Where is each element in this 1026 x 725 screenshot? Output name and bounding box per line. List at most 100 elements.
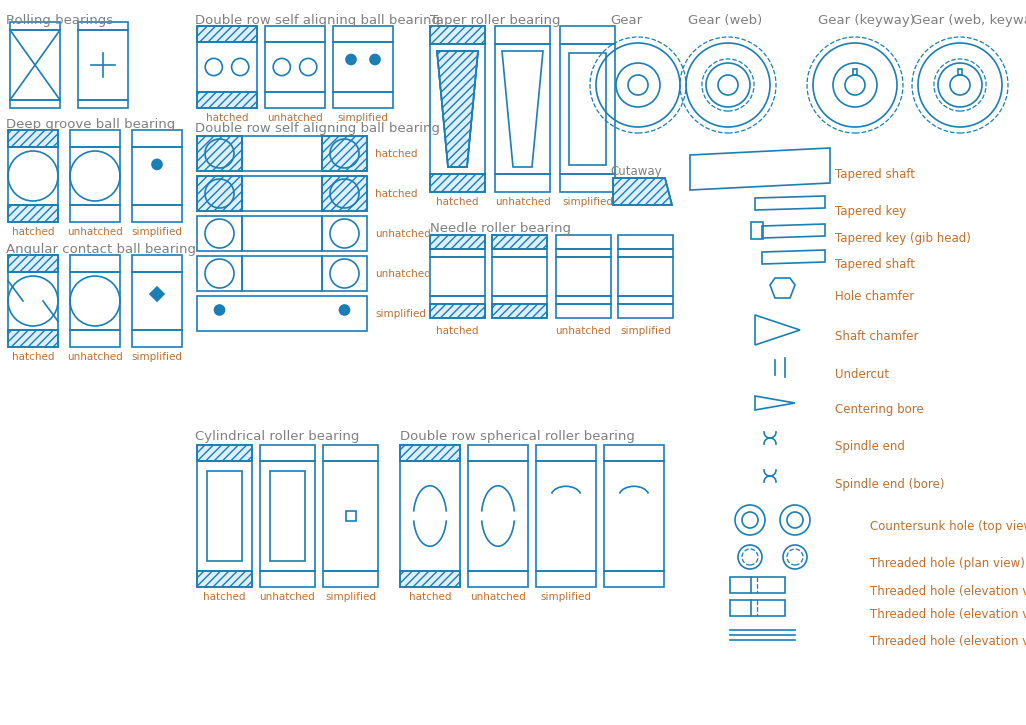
Bar [536,445,596,461]
Bar [265,42,325,92]
Bar [604,571,664,587]
Circle shape [152,160,162,170]
Bar [197,216,242,251]
Bar [323,461,378,571]
Bar [8,330,58,347]
Text: unhatched: unhatched [267,113,323,123]
Bar [197,26,256,42]
Bar [197,92,256,108]
Bar [132,330,182,347]
Bar [430,257,485,296]
Bar [556,249,611,257]
Text: unhatched: unhatched [374,228,431,239]
Bar [560,26,615,44]
Bar [536,571,596,587]
Bar [78,22,128,30]
Text: unhatched: unhatched [556,326,611,336]
Text: Shaft chamfer: Shaft chamfer [835,330,918,343]
Bar [8,255,58,272]
Bar [197,136,242,171]
Bar [10,30,60,100]
Text: Gear: Gear [610,14,642,27]
Bar [322,136,367,171]
Text: hatched: hatched [206,113,248,123]
Bar [430,235,485,249]
Text: Needle roller bearing: Needle roller bearing [430,222,571,235]
Bar [492,235,547,249]
Bar [132,130,182,147]
Bar [556,296,611,304]
Text: Spindle end: Spindle end [835,440,905,453]
Text: hatched: hatched [203,592,246,602]
Bar [430,26,485,44]
Text: hatched: hatched [374,188,418,199]
Bar [78,30,128,100]
Bar [132,272,182,330]
Bar [197,176,242,211]
Text: simplified: simplified [338,113,389,123]
Text: simplified: simplified [562,197,613,207]
Text: unhatched: unhatched [374,268,431,278]
Text: hatched: hatched [436,326,479,336]
Bar [604,461,664,571]
Bar [8,255,58,272]
Bar [78,100,128,108]
Bar [492,235,547,249]
Text: Double row self aligning ball bearing: Double row self aligning ball bearing [195,14,440,27]
Text: simplified: simplified [541,592,592,602]
Text: hatched: hatched [408,592,451,602]
Bar [560,174,615,192]
Bar [260,461,315,571]
Bar [70,255,120,272]
Bar [604,445,664,461]
Bar [430,304,485,318]
Bar [322,216,367,251]
Bar [197,571,252,587]
Bar [197,136,242,171]
Text: Countersunk hole (top view): Countersunk hole (top view) [870,520,1026,533]
Polygon shape [613,178,672,205]
Bar [333,92,393,108]
Bar [322,176,367,211]
Bar [260,571,315,587]
Bar [322,256,367,291]
Bar [197,256,242,291]
Bar [10,100,60,108]
Bar [556,235,611,249]
Bar [197,445,252,461]
Bar [569,53,606,165]
Text: Angular contact ball bearing: Angular contact ball bearing [6,243,196,256]
Text: Centering bore: Centering bore [835,403,923,416]
Bar [270,471,305,561]
Bar [8,147,58,205]
Bar [323,445,378,461]
Text: hatched: hatched [11,352,54,362]
Text: Double row spherical roller bearing: Double row spherical roller bearing [400,430,635,443]
Text: simplified: simplified [131,352,183,362]
Bar [618,296,673,304]
Text: simplified: simplified [620,326,671,336]
Bar [265,26,325,42]
Bar [8,130,58,147]
Bar [430,235,485,249]
Text: Threaded hole (elevation view): Threaded hole (elevation view) [870,635,1026,648]
Circle shape [370,54,380,65]
Bar [400,445,460,461]
Bar [468,461,528,571]
Bar [322,176,367,211]
Text: Hole chamfer: Hole chamfer [835,290,914,303]
Bar [197,461,252,571]
Text: Double row self aligning ball bearing: Double row self aligning ball bearing [195,122,440,135]
Bar [333,26,393,42]
Bar [618,257,673,296]
Text: Gear (web): Gear (web) [688,14,762,27]
Bar [400,461,460,571]
Bar [495,26,550,44]
Bar [70,330,120,347]
Text: Tapered shaft: Tapered shaft [835,168,915,181]
Bar [242,256,322,291]
Circle shape [340,305,350,315]
Text: Threaded hole (plan view): Threaded hole (plan view) [870,557,1025,570]
Bar [468,571,528,587]
Text: Tapered shaft: Tapered shaft [835,258,915,271]
